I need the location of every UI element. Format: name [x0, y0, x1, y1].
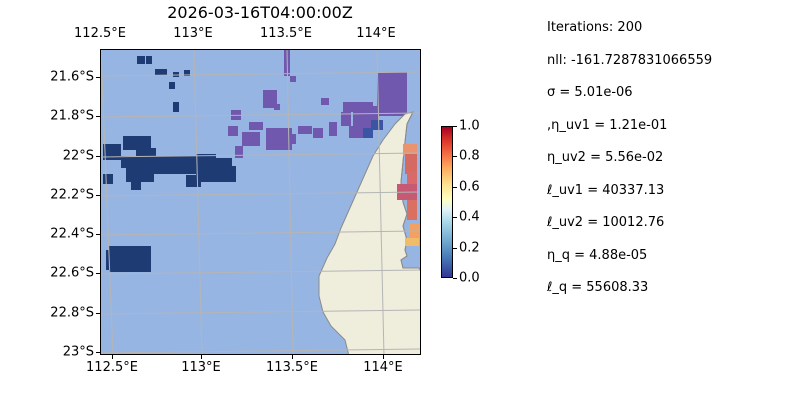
colorbar-tick-label: 0.6 — [459, 179, 480, 195]
lat-label: 22.2°S — [50, 187, 94, 203]
lat-tick-mark — [96, 77, 100, 78]
top-lon-label: 113.5°E — [260, 26, 312, 41]
colorbar-tick-label: 0.2 — [459, 240, 480, 256]
stats-panel: Iterations: 200 nll: -161.7287831066559 … — [547, 18, 712, 311]
lat-label: 21.6°S — [50, 69, 94, 85]
lat-label: 23°S — [62, 344, 94, 360]
graticule — [101, 50, 420, 354]
colorbar-tick-label: 0.0 — [459, 270, 480, 286]
stat-ell-uv2: ℓ_uv2 = 10012.76 — [547, 215, 665, 230]
stat-iterations: Iterations: 200 — [547, 20, 643, 35]
bottom-lon-label: 113.5°E — [266, 360, 318, 375]
lon-tick-mark — [292, 355, 293, 359]
lat-label: 22.8°S — [50, 305, 94, 321]
colorbar-tick-mark — [453, 187, 457, 188]
map-panel[interactable] — [100, 49, 421, 355]
lat-label: 21.8°S — [50, 108, 94, 124]
map-canvas — [101, 50, 420, 354]
colorbar-tick-mark — [453, 156, 457, 157]
colorbar-tick-label: 1.0 — [459, 118, 480, 134]
stat-eta-uv1: ,η_uv1 = 1.21e-01 — [547, 117, 668, 133]
lat-tick-mark — [96, 195, 100, 196]
low-value-cells — [103, 56, 236, 272]
coastal-cells — [363, 120, 383, 138]
lon-tick-mark — [383, 355, 384, 359]
colorbar — [441, 126, 453, 278]
lon-tick-mark — [201, 355, 202, 359]
map-title: 2026-03-16T04:00:00Z — [167, 3, 353, 22]
stat-eta-uv2: η_uv2 = 5.56e-02 — [547, 150, 664, 165]
lat-tick-mark — [96, 156, 100, 157]
colorbar-tick-mark — [453, 278, 457, 279]
stat-ell-uv1: ℓ_uv1 = 40337.13 — [547, 182, 665, 198]
colorbar-tick-mark — [453, 248, 457, 249]
bottom-lon-label: 113°E — [181, 360, 221, 375]
stat-ell-q: ℓ_q = 55608.33 — [547, 280, 649, 295]
lon-tick-mark — [112, 355, 113, 359]
top-lon-label: 112.5°E — [74, 26, 126, 41]
stat-sigma: σ = 5.01e-06 — [547, 85, 633, 100]
colorbar-tick-mark — [453, 126, 457, 127]
top-lon-label: 113°E — [173, 26, 213, 41]
top-lon-label: 114°E — [356, 26, 396, 41]
lat-label: 22.4°S — [50, 226, 94, 242]
colorbar-tick-mark — [453, 217, 457, 218]
lat-tick-mark — [96, 116, 100, 117]
lat-tick-mark — [96, 313, 100, 314]
lat-tick-mark — [96, 352, 100, 353]
colorbar-tick-label: 0.4 — [459, 209, 480, 225]
lat-tick-mark — [96, 234, 100, 235]
stat-eta-q: η_q = 4.88e-05 — [547, 247, 648, 263]
bottom-lon-label: 114°E — [363, 360, 403, 375]
lat-label: 22°S — [62, 148, 94, 164]
lat-label: 22.6°S — [50, 265, 94, 281]
colorbar-tick-label: 0.8 — [459, 148, 480, 164]
bottom-lon-label: 112.5°E — [86, 360, 138, 375]
lat-tick-mark — [96, 273, 100, 274]
stat-nll: nll: -161.7287831066559 — [547, 52, 713, 68]
